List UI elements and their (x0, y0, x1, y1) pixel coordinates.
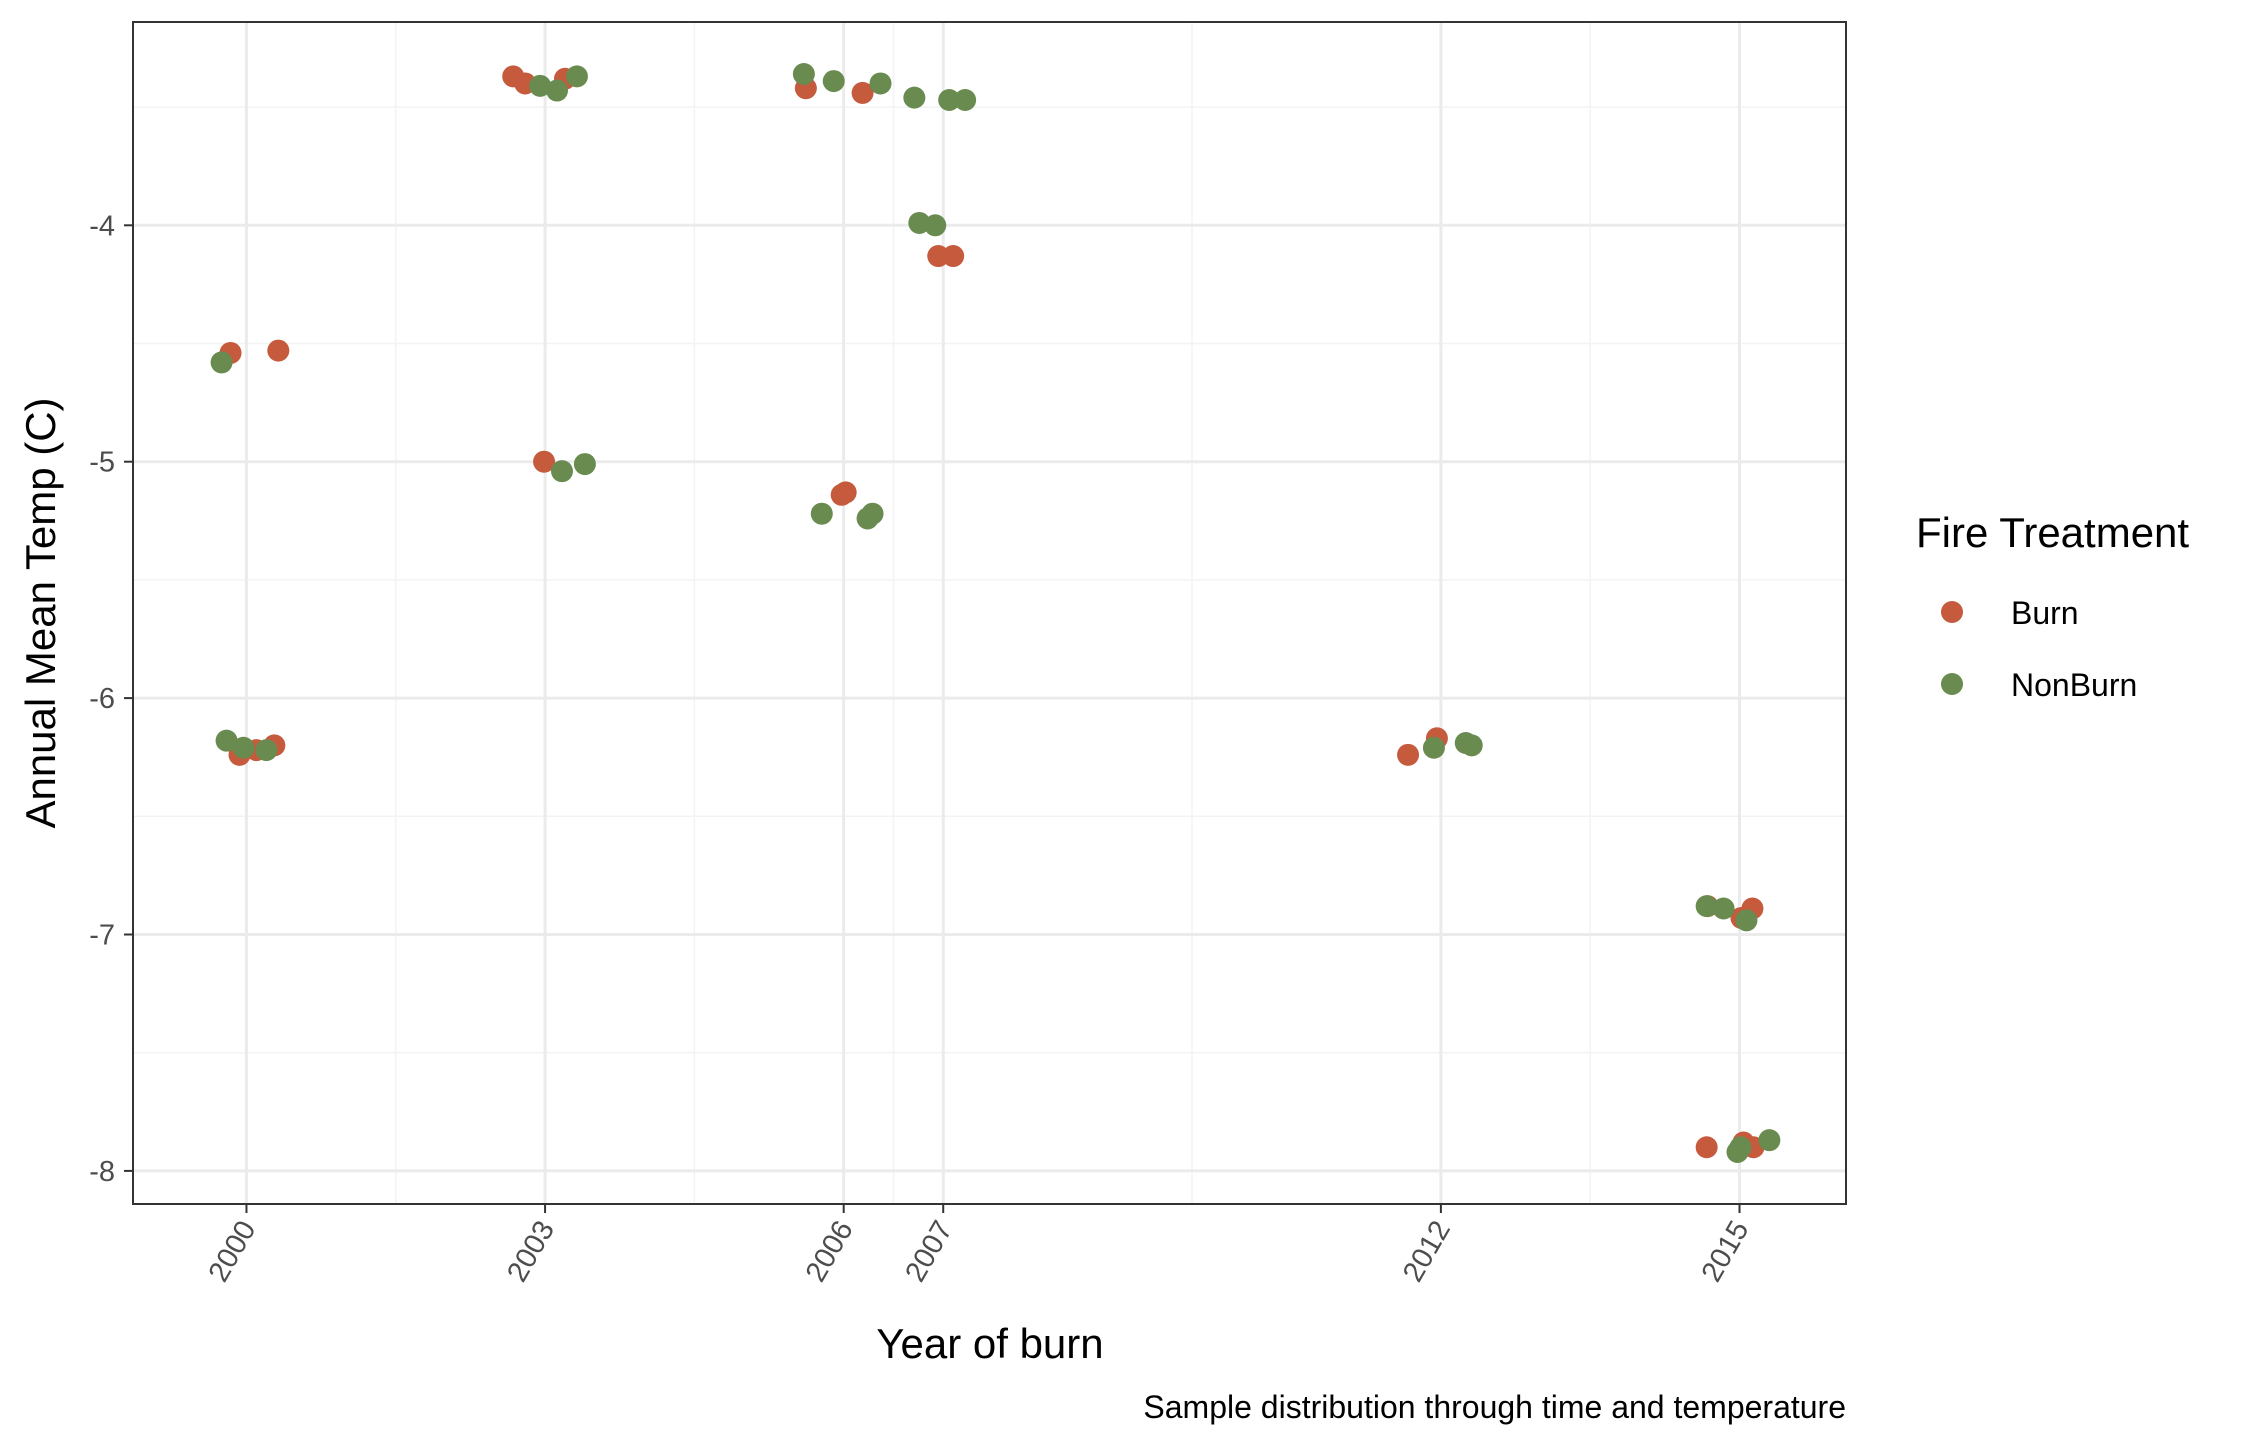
data-point-nonburn (1460, 734, 1483, 757)
data-point-nonburn (861, 502, 884, 525)
data-point-nonburn (546, 79, 569, 102)
data-point-nonburn (1712, 897, 1735, 920)
data-point-nonburn (573, 453, 596, 476)
data-point-nonburn (529, 74, 552, 97)
panel-border (132, 21, 1847, 1205)
data-point-nonburn (938, 89, 961, 112)
data-point-burn (834, 481, 857, 504)
data-point-nonburn (822, 70, 845, 93)
data-points (210, 63, 1781, 1163)
legend: Fire Treatment Burn NonBurn (1916, 509, 2189, 703)
data-point-nonburn (792, 63, 815, 86)
y-tick-label: -8 (89, 1156, 115, 1188)
data-point-nonburn (565, 65, 588, 88)
legend-label-burn: Burn (2011, 595, 2079, 631)
data-point-burn (942, 245, 965, 268)
data-point-nonburn (869, 72, 892, 95)
minor-grid (133, 22, 1846, 1204)
legend-label-nonburn: NonBurn (2011, 667, 2137, 703)
data-point-nonburn (1422, 736, 1445, 759)
data-point-burn (1397, 743, 1420, 766)
data-point-nonburn (255, 739, 278, 762)
y-axis-ticks: -4 -5 -6 -7 -8 (89, 210, 133, 1188)
y-tick-label: -6 (89, 683, 115, 715)
data-point-nonburn (903, 86, 926, 109)
y-tick-label: -4 (89, 210, 115, 242)
data-point-burn (533, 450, 556, 473)
data-point-burn (851, 81, 874, 104)
x-axis-title: Year of burn (876, 1320, 1103, 1367)
major-grid (133, 22, 1846, 1204)
data-point-nonburn (1735, 909, 1758, 932)
data-point-nonburn (924, 214, 947, 237)
data-point-nonburn (210, 351, 233, 374)
legend-title: Fire Treatment (1916, 509, 2189, 556)
chart-caption: Sample distribution through time and tem… (1143, 1389, 1846, 1425)
data-point-nonburn (954, 89, 977, 112)
y-tick-label: -5 (89, 447, 115, 479)
data-point-nonburn (550, 460, 573, 483)
data-point-nonburn (810, 502, 833, 525)
data-point-nonburn (1758, 1129, 1781, 1152)
data-point-burn (267, 339, 290, 362)
data-point-burn (1695, 1136, 1718, 1159)
data-point-nonburn (1729, 1136, 1752, 1159)
data-point-nonburn (215, 729, 238, 752)
data-point-nonburn (232, 736, 255, 759)
legend-swatch-nonburn (1941, 673, 1963, 695)
legend-swatch-burn (1941, 601, 1963, 623)
data-point-nonburn (1695, 895, 1718, 918)
y-tick-label: -7 (89, 920, 115, 952)
y-axis-title: Annual Mean Temp (C) (17, 397, 64, 828)
